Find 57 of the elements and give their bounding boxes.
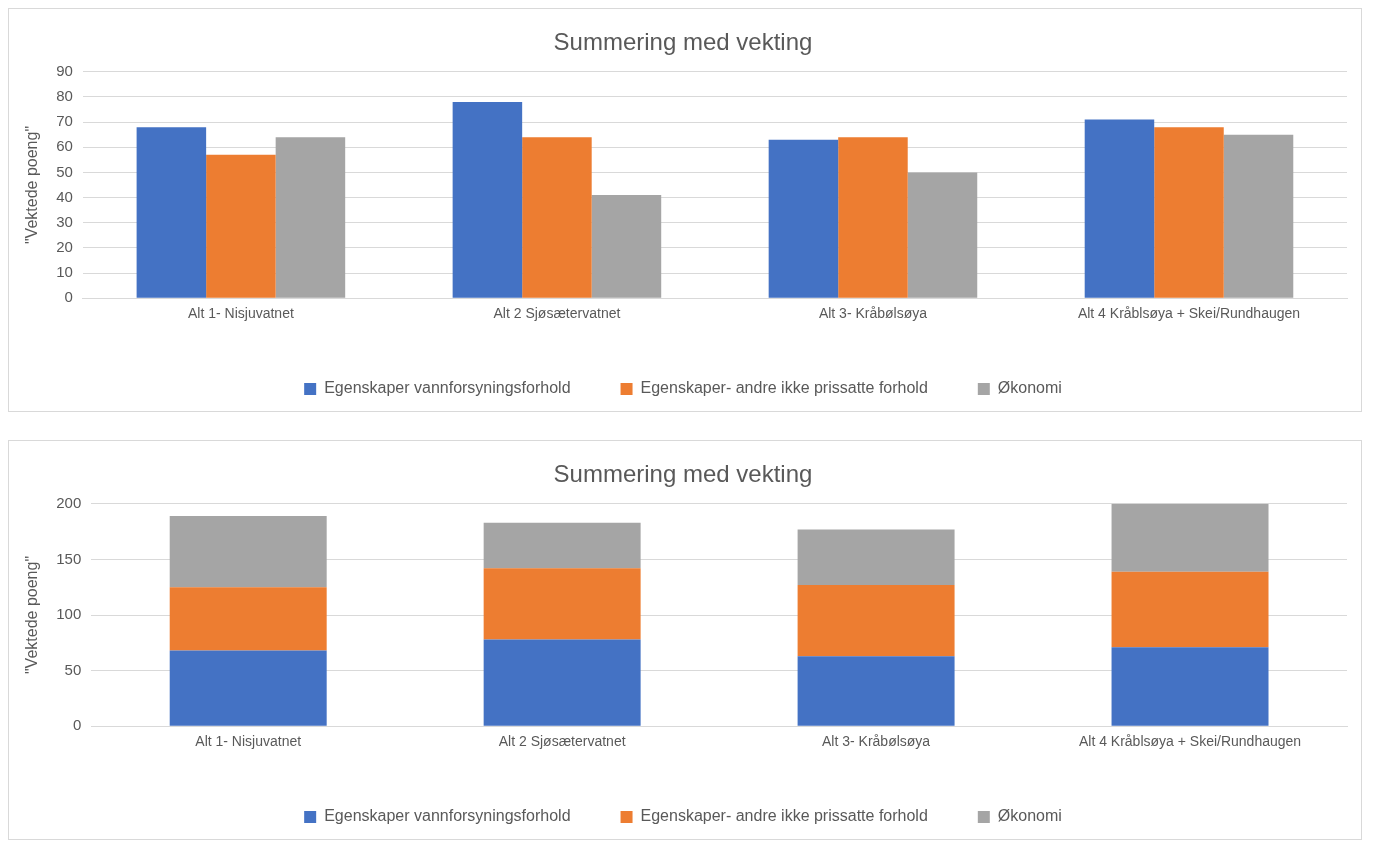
x-tick-label: Alt 1- Nisjuvatnet: [195, 733, 302, 750]
bar: [797, 656, 955, 726]
legend-label: Egenskaper- andre ikke prissatte forhold: [640, 807, 928, 825]
x-tick-label: Alt 4 Kråblsøya + Skei/Rundhaugen: [1078, 733, 1302, 750]
y-tick-label: 80: [56, 87, 73, 105]
bar: [275, 137, 346, 298]
bar: [1111, 571, 1269, 648]
bar: [483, 522, 641, 569]
bar: [483, 639, 641, 726]
legend-label: Økonomi: [997, 379, 1062, 397]
legend-label: Egenskaper vannforsyningsforhold: [324, 379, 571, 397]
bar: [591, 195, 662, 298]
bar: [483, 568, 641, 640]
bar: [907, 172, 978, 298]
bar: [1084, 119, 1155, 298]
bar: [838, 137, 908, 298]
y-tick-label: 60: [56, 137, 73, 155]
bar: [169, 650, 327, 726]
bar: [797, 529, 955, 585]
y-tick-label: 90: [56, 61, 73, 79]
y-tick-label: 0: [64, 288, 73, 306]
bar: [768, 139, 839, 298]
x-tick-label: Alt 2 Sjøsætervatnet: [493, 305, 621, 322]
y-tick-label: 10: [56, 263, 73, 281]
bar: [1154, 127, 1224, 298]
bar: [1223, 134, 1294, 298]
legend-label: Egenskaper vannforsyningsforhold: [324, 807, 571, 825]
bar: [1111, 647, 1269, 726]
bar: [797, 584, 955, 657]
x-tick-label: Alt 3- Kråbølsøya: [818, 305, 928, 322]
y-axis-title: "Vektede poeng": [23, 125, 41, 245]
x-tick-label: Alt 4 Kråblsøya + Skei/Rundhaugen: [1077, 305, 1301, 322]
y-tick-label: 50: [56, 162, 73, 180]
x-tick-label: Alt 1- Nisjuvatnet: [187, 305, 294, 322]
x-tick-label: Alt 2 Sjøsætervatnet: [498, 733, 626, 750]
bar: [1111, 503, 1269, 572]
y-tick-label: 0: [72, 716, 82, 734]
legend-label: Økonomi: [997, 807, 1062, 825]
bar: [206, 154, 276, 298]
y-tick-label: 50: [64, 660, 82, 678]
bar: [169, 587, 327, 651]
x-tick-label: Alt 3- Kråbølsøya: [822, 733, 931, 750]
y-tick-label: 30: [56, 212, 73, 230]
bar: [452, 101, 523, 298]
y-tick-label: 20: [56, 238, 73, 256]
y-tick-label: 200: [56, 493, 82, 511]
y-tick-label: 40: [56, 187, 73, 205]
legend-label: Egenskaper- andre ikke prissatte forhold: [640, 379, 928, 397]
bar: [136, 127, 207, 298]
bar: [522, 137, 592, 298]
bar: [169, 516, 327, 588]
chart-title: Summering med vekting: [553, 28, 813, 56]
chart-title: Summering med vekting: [553, 460, 813, 488]
y-axis-title: "Vektede poeng": [23, 555, 41, 675]
y-tick-label: 150: [56, 549, 82, 567]
y-tick-label: 100: [56, 605, 82, 623]
y-tick-label: 70: [56, 112, 73, 130]
